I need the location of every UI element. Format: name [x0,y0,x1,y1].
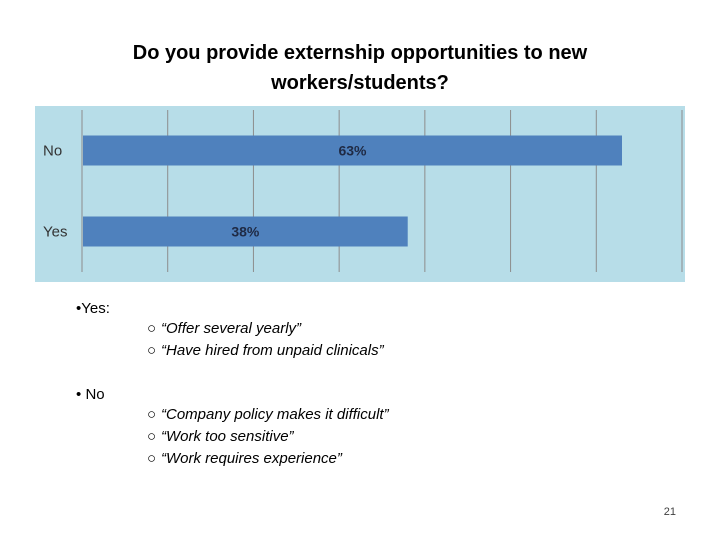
sub-bullet-glyph: ○ [147,406,157,423]
yes-item-text: “Offer several yearly” [161,320,302,337]
bar [83,135,622,166]
bar [83,216,408,247]
bar-data-label: 63% [338,143,367,159]
no-item-1: ○ “Company policy makes it difficult” [147,404,389,426]
page-number: 21 [663,506,676,518]
yes-label: Yes: [81,300,110,317]
no-item-text: “Work requires experience” [161,450,342,467]
sub-bullet-glyph: ○ [147,320,157,337]
category-tick-label: Yes [43,224,67,241]
title-line-1: Do you provide externship opportunities … [132,42,588,64]
sub-bullet-glyph: ○ [147,342,157,359]
no-item-2: ○ “Work too sensitive” [147,426,294,448]
yes-item-text: “Have hired from unpaid clinicals” [161,342,384,359]
no-item-text: “Company policy makes it difficult” [161,406,389,423]
yes-bullet: •Yes: [76,299,110,319]
yes-item-2: ○ “Have hired from unpaid clinicals” [147,340,384,362]
bar-chart: 63% No 38% Yes [35,106,685,282]
no-label: No [85,386,105,403]
no-bullet: • No [76,385,105,405]
sub-bullet-glyph: ○ [147,450,157,467]
bullet-glyph: • [76,386,82,403]
no-item-text: “Work too sensitive” [161,428,294,445]
bar-chart-svg: 63% No 38% Yes [35,106,685,282]
title-line-2: workers/students? [271,72,449,94]
bar-data-label: 38% [231,224,260,240]
category-tick-label: No [43,143,62,160]
slide-title: Do you provide externship opportunities … [90,38,630,98]
no-item-3: ○ “Work requires experience” [147,448,342,470]
bullet-glyph: • [76,300,82,317]
yes-item-1: ○ “Offer several yearly” [147,318,301,340]
chart-background [35,106,685,282]
sub-bullet-glyph: ○ [147,428,157,445]
